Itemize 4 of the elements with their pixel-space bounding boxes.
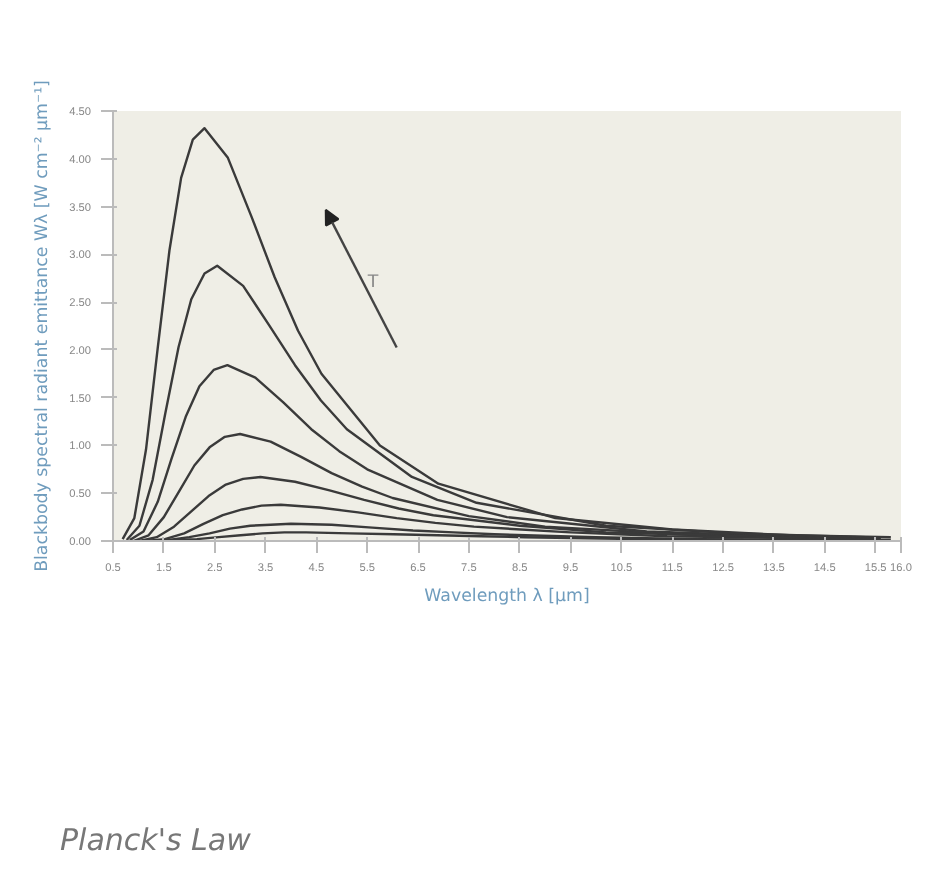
x-axis-title: Wavelength λ [µm]: [424, 587, 590, 607]
text: Planck's Law: [60, 820, 251, 862]
annotation: T: [365, 273, 380, 293]
y-axis-title: Blackbody spectral radiant emittance Wλ [W cm⁻² µm⁻¹]: [33, 80, 54, 572]
